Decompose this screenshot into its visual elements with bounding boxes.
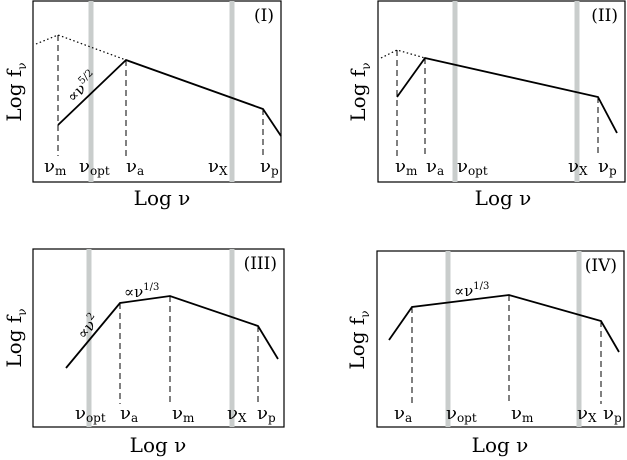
panel-2-spectrum-line bbox=[396, 56, 618, 134]
panel-1-dotted-extension bbox=[35, 34, 127, 61]
panel-1-tick-nu-opt: νopt bbox=[79, 156, 110, 178]
panel-3-optical-band bbox=[86, 249, 92, 427]
panel-1-slope-annotation: ∝ν5/2 bbox=[63, 68, 102, 106]
panel-3-slope-annotation-low: ∝ν2 bbox=[73, 311, 104, 343]
panel-4-tick-nu-m: νm bbox=[511, 403, 534, 425]
panel-2-tick-nu-p: νp bbox=[598, 156, 617, 178]
panel-3-tick-nu-m: νm bbox=[172, 403, 195, 425]
panel-2-tick-nu-m: νm bbox=[395, 156, 418, 178]
panel-1-optical-band bbox=[88, 1, 94, 182]
panel-1-xray-band bbox=[229, 1, 235, 182]
panel-4-tick-nu-x: νX bbox=[577, 403, 597, 425]
panel-4-tick-nu-opt: νopt bbox=[446, 403, 477, 425]
panel-2-tick-nu-opt: νopt bbox=[457, 156, 488, 178]
panel-4-xlabel: Log ν bbox=[472, 433, 529, 457]
panel-4-tick-nu-p: νp bbox=[603, 403, 622, 425]
panel-4-ylabel: Log fν bbox=[345, 310, 372, 369]
panel-1-xlabel: Log ν bbox=[134, 186, 191, 210]
panel-4-frame bbox=[376, 250, 625, 428]
panel-2: (II) Log fν Log ν νm νa νopt νX νp bbox=[346, 0, 626, 210]
panel-1-tick-nu-x: νX bbox=[208, 156, 228, 178]
panel-4-label: (IV) bbox=[585, 256, 617, 276]
panel-1-frame bbox=[32, 0, 282, 183]
panel-3-xray-band bbox=[229, 249, 235, 427]
panel-4-slope-annotation: ∝ν1/3 bbox=[454, 281, 489, 300]
panel-2-label: (II) bbox=[591, 6, 618, 26]
panel-2-ylabel: Log fν bbox=[346, 62, 373, 121]
panel-1-tick-nu-m: νm bbox=[44, 156, 67, 178]
panel-3-ylabel: Log fν bbox=[2, 308, 29, 367]
panel-2-tick-nu-a: νa bbox=[426, 156, 444, 178]
panel-3-tick-nu-x: νX bbox=[227, 403, 247, 425]
panel-3: (III) Log fν Log ν νopt νa νm νX νp ∝ν2 … bbox=[2, 248, 285, 457]
panel-3-tick-nu-opt: νopt bbox=[75, 403, 106, 425]
panel-3-label: (III) bbox=[244, 254, 277, 274]
panel-4-spectrum-line bbox=[388, 294, 620, 353]
panel-3-xlabel: Log ν bbox=[130, 433, 187, 457]
panel-2-dotted-extension bbox=[380, 49, 426, 59]
panel-3-frame bbox=[32, 248, 285, 428]
panel-1-label: (I) bbox=[254, 6, 274, 26]
panel-3-tick-nu-p: νp bbox=[257, 403, 276, 425]
panel-1-tick-nu-a: νa bbox=[126, 156, 144, 178]
panel-2-optical-band bbox=[452, 1, 458, 182]
panel-4-optical-band bbox=[445, 251, 451, 427]
panel-2-tick-nu-x: νX bbox=[568, 156, 588, 178]
panel-3-spectrum-line bbox=[65, 295, 279, 369]
panel-3-tick-nu-a: νa bbox=[120, 403, 138, 425]
panel-4: (IV) Log fν Log ν νa νopt νm νX νp ∝ν1/3 bbox=[345, 250, 625, 457]
panel-4-xray-band bbox=[576, 251, 582, 427]
panel-4-tick-nu-a: νa bbox=[394, 403, 412, 425]
panel-1: (I) Log fν Log ν νm νopt νa νX νp ∝ν5/2 bbox=[2, 0, 282, 210]
panel-1-ylabel: Log fν bbox=[2, 62, 29, 121]
panel-1-tick-nu-p: νp bbox=[260, 156, 279, 178]
panel-1-spectrum-line bbox=[57, 58, 282, 137]
panel-2-xlabel: Log ν bbox=[475, 186, 532, 210]
panel-2-frame bbox=[377, 0, 626, 183]
panel-3-slope-annotation-mid: ∝ν1/3 bbox=[124, 282, 159, 301]
